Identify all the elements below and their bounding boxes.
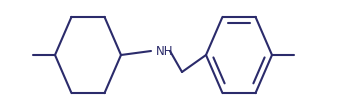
- Text: NH: NH: [156, 45, 173, 57]
